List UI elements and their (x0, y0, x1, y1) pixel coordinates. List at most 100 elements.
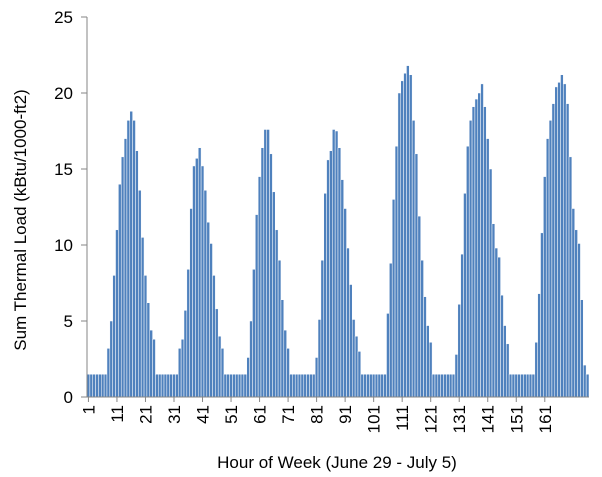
bar-hour-137 (474, 98, 479, 398)
bar-hour-77 (303, 373, 307, 398)
bar-hour-11 (115, 229, 119, 398)
bar-hour-151 (514, 373, 518, 398)
bar-hour-140 (483, 106, 487, 398)
x-axis-title: Hour of Week (June 29 - July 5) (217, 453, 457, 472)
bar-hour-47 (217, 335, 222, 398)
bar-hour-85 (326, 159, 330, 398)
bar-series (86, 65, 590, 398)
bar-hour-161 (543, 176, 547, 398)
bar-hour-131 (457, 304, 461, 398)
bar-hour-43 (206, 221, 210, 398)
bar-hour-132 (460, 253, 464, 398)
bar-hour-175 (583, 364, 587, 398)
y-axis-ticks: 0 5 10 15 20 25 (54, 8, 87, 407)
bar-hour-126 (443, 373, 447, 398)
bar-hour-95 (354, 335, 359, 398)
bar-hour-141 (486, 138, 490, 398)
bar-hour-112 (403, 72, 407, 398)
x-tick-label: 51 (222, 405, 241, 424)
bar-hour-67 (275, 229, 279, 398)
bar-hour-159 (537, 293, 541, 398)
bar-hour-62 (260, 147, 265, 398)
bar-hour-59 (252, 269, 256, 398)
bar-hour-36 (186, 269, 190, 398)
bar-hour-163 (548, 120, 553, 398)
bar-hour-9 (109, 320, 113, 398)
x-tick-label: 151 (507, 405, 526, 433)
bar-hour-56 (243, 373, 247, 398)
bar-hour-87 (332, 129, 336, 398)
bar-hour-136 (471, 106, 476, 398)
bar-hour-170 (568, 156, 573, 398)
bar-hour-156 (528, 373, 533, 398)
bar-hour-6 (101, 373, 105, 398)
bar-hour-129 (451, 373, 456, 398)
bar-hour-171 (571, 208, 575, 398)
bar-hour-130 (454, 354, 459, 398)
bar-hour-117 (417, 215, 421, 398)
bar-hour-88 (334, 130, 339, 398)
bar-hour-82 (317, 319, 322, 398)
bar-hour-133 (463, 193, 467, 398)
bar-hour-110 (397, 92, 401, 398)
bar-hour-120 (426, 325, 430, 398)
x-tick-label: 61 (251, 405, 270, 424)
bar-hour-158 (534, 342, 538, 398)
bar-hour-49 (223, 373, 228, 398)
bar-hour-60 (255, 214, 259, 398)
bar-hour-4 (95, 373, 99, 398)
y-tick-label: 10 (54, 236, 73, 255)
bar-hour-21 (143, 275, 148, 398)
bar-hour-101 (371, 373, 376, 398)
bar-hour-169 (565, 103, 570, 398)
bar-hour-128 (448, 373, 453, 398)
bar-hour-42 (203, 190, 208, 398)
bar-hour-3 (92, 373, 96, 398)
bar-hour-58 (249, 320, 253, 398)
bar-hour-10 (112, 275, 116, 398)
bar-hour-37 (189, 208, 193, 398)
bar-hour-18 (135, 150, 139, 398)
bar-hour-108 (391, 199, 396, 398)
x-tick-label: 41 (194, 405, 213, 424)
bar-hour-84 (323, 193, 327, 398)
bar-hour-122 (431, 373, 436, 398)
bar-hour-93 (349, 284, 353, 398)
bar-hour-48 (220, 348, 225, 398)
bar-hour-50 (226, 373, 230, 398)
bar-hour-83 (320, 259, 324, 398)
bar-hour-102 (374, 373, 379, 398)
y-tick-label: 15 (54, 160, 73, 179)
bar-hour-145 (497, 256, 501, 398)
x-tick-label: 71 (279, 405, 298, 424)
x-tick-label: 141 (479, 405, 498, 433)
bar-hour-33 (178, 348, 182, 398)
bar-hour-173 (577, 243, 581, 398)
bar-hour-51 (229, 373, 233, 398)
bar-hour-40 (197, 147, 202, 398)
bar-hour-16 (129, 110, 133, 398)
bar-hour-63 (263, 129, 267, 398)
bar-hour-25 (155, 373, 159, 398)
bar-hour-116 (414, 153, 419, 398)
bar-hour-166 (557, 82, 561, 398)
bar-hour-127 (446, 373, 450, 398)
bar-hour-64 (266, 129, 270, 398)
x-tick-label: 111 (393, 405, 412, 431)
bar-hour-78 (306, 373, 310, 398)
x-tick-label: 81 (308, 405, 327, 424)
bar-hour-162 (545, 138, 550, 398)
bar-hour-124 (437, 373, 441, 398)
bar-hour-80 (312, 373, 316, 398)
bar-hour-70 (283, 329, 287, 398)
bar-hour-35 (183, 310, 188, 398)
bar-hour-68 (277, 259, 282, 398)
bar-hour-86 (329, 150, 333, 398)
bar-hour-176 (585, 373, 590, 398)
bar-hour-19 (138, 190, 142, 398)
x-tick-label: 161 (536, 405, 555, 433)
bar-hour-139 (480, 83, 484, 398)
bar-hour-144 (494, 247, 498, 398)
bar-hour-89 (337, 147, 342, 398)
